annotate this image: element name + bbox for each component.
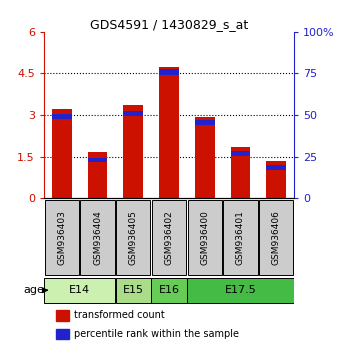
FancyBboxPatch shape [187, 278, 294, 303]
Text: age: age [23, 285, 44, 295]
Bar [231, 148, 250, 198]
Bar [266, 161, 286, 198]
Text: E15: E15 [123, 285, 144, 295]
FancyBboxPatch shape [259, 200, 293, 275]
Bar [123, 111, 143, 116]
FancyBboxPatch shape [44, 278, 115, 303]
Bar [195, 120, 215, 125]
Text: E16: E16 [159, 285, 179, 295]
Text: GSM936401: GSM936401 [236, 210, 245, 265]
FancyBboxPatch shape [188, 200, 222, 275]
Bar [52, 114, 72, 120]
FancyBboxPatch shape [116, 200, 150, 275]
Bar [123, 105, 143, 198]
Text: GSM936402: GSM936402 [165, 210, 173, 264]
Text: GSM936406: GSM936406 [272, 210, 281, 265]
Text: transformed count: transformed count [74, 310, 165, 320]
Text: GSM936403: GSM936403 [57, 210, 66, 265]
Bar [88, 158, 107, 162]
Bar [88, 153, 107, 198]
Bar [56, 329, 69, 339]
Text: E17.5: E17.5 [224, 285, 256, 295]
Bar [195, 117, 215, 198]
Bar [52, 109, 72, 198]
Title: GDS4591 / 1430829_s_at: GDS4591 / 1430829_s_at [90, 18, 248, 31]
FancyBboxPatch shape [116, 278, 151, 303]
FancyBboxPatch shape [45, 200, 79, 275]
Bar [159, 67, 179, 198]
Bar [56, 310, 69, 321]
Text: percentile rank within the sample: percentile rank within the sample [74, 329, 239, 339]
Text: GSM936404: GSM936404 [93, 210, 102, 264]
Text: E14: E14 [69, 285, 90, 295]
Text: GSM936400: GSM936400 [200, 210, 209, 265]
Bar [231, 150, 250, 155]
Text: GSM936405: GSM936405 [129, 210, 138, 265]
FancyBboxPatch shape [152, 200, 186, 275]
Bar [159, 69, 179, 75]
FancyBboxPatch shape [151, 278, 187, 303]
Bar [266, 165, 286, 170]
FancyBboxPatch shape [80, 200, 115, 275]
FancyBboxPatch shape [223, 200, 258, 275]
